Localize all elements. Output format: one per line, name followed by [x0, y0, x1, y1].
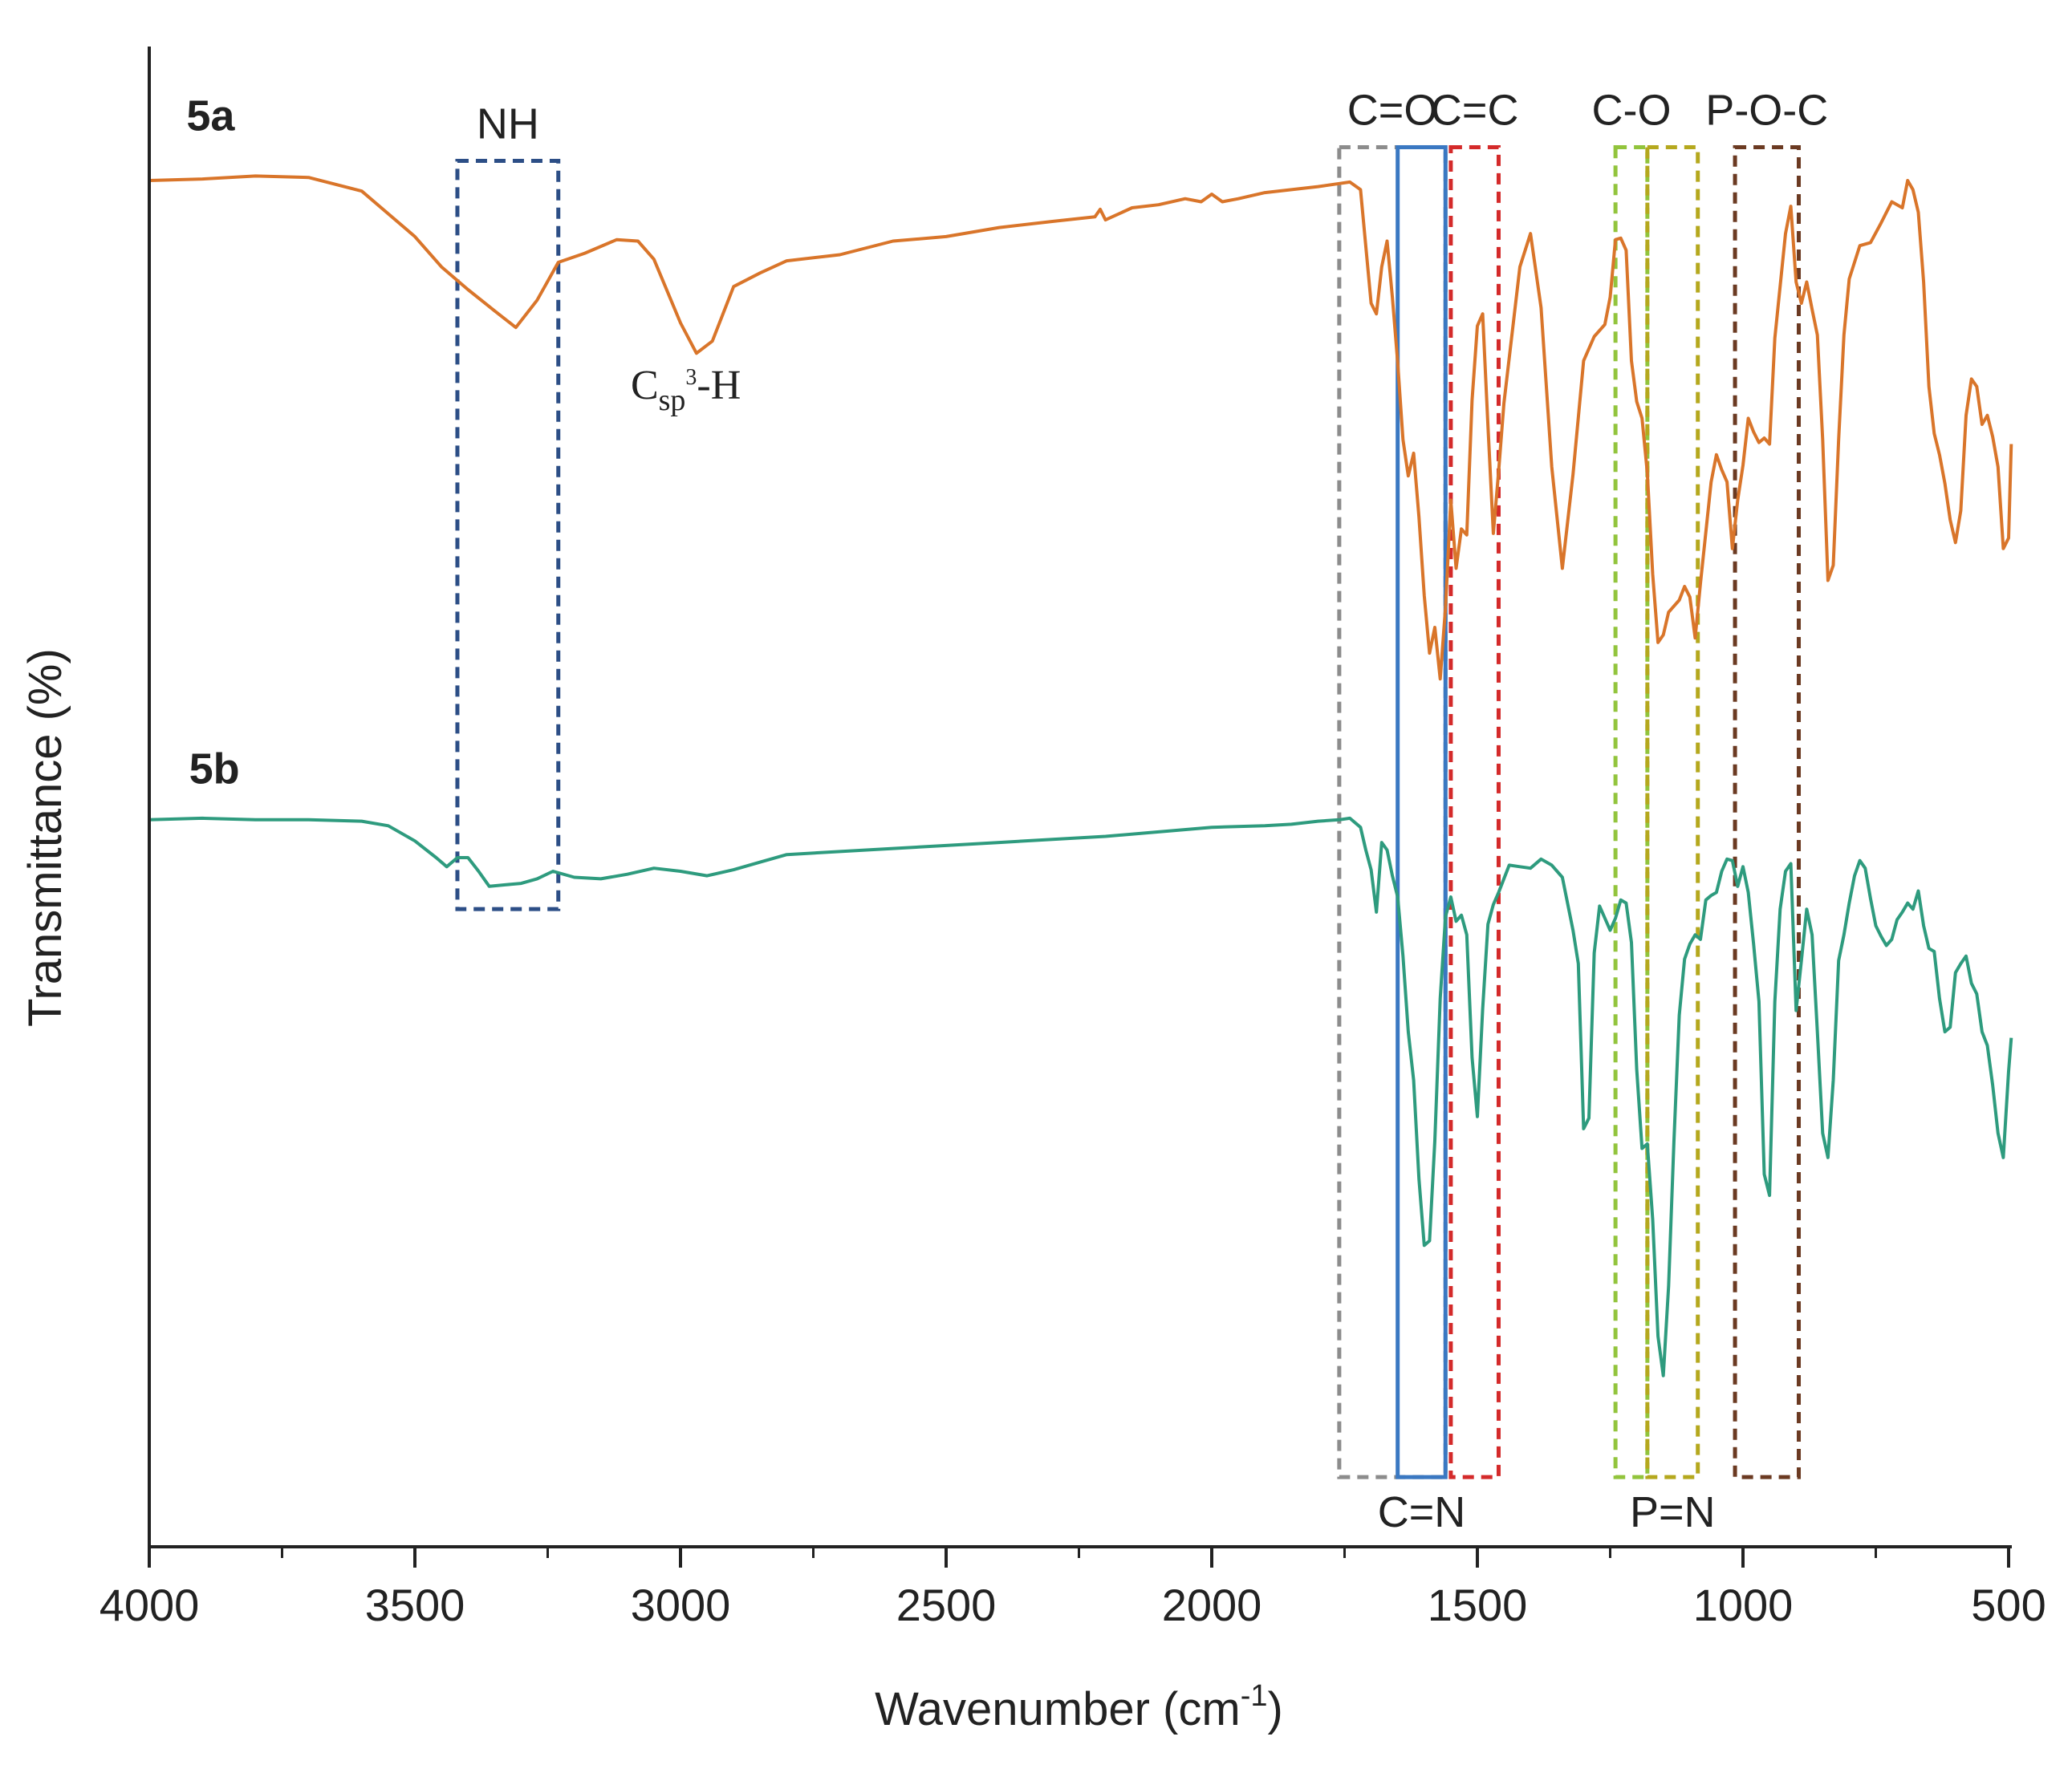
band-label-p-o-c: P-O-C [1705, 86, 1828, 134]
x-tick-label-4000: 4000 [100, 1580, 200, 1630]
x-tick-label-3500: 3500 [365, 1580, 465, 1630]
band-label-p-n: P=N [1630, 1488, 1716, 1536]
x-axis-title: Wavenumber (cm-1) [875, 1679, 1283, 1735]
band-label-c-o: C=O [1347, 86, 1438, 134]
x-tick-label-1500: 1500 [1428, 1580, 1528, 1630]
band-box-p-o-c [1733, 144, 1802, 1479]
y-axis-title: Transmittance (%) [19, 648, 71, 1027]
band-box-c-n [1396, 144, 1448, 1479]
band-box-c-o [1613, 144, 1650, 1479]
series-line-5a [148, 174, 2013, 681]
band-label-c-n: C=N [1378, 1488, 1466, 1536]
band-box-c-o [1337, 144, 1448, 1479]
x-tick-label-2500: 2500 [896, 1580, 997, 1630]
peak-annotation-csp3-h: Csp3-H [631, 363, 741, 417]
band-label-nh: NH [477, 99, 539, 148]
band-box-nh [455, 158, 561, 911]
band-label-c-o: C-O [1591, 86, 1671, 134]
band-boxes [455, 144, 1802, 1479]
series-label-5b: 5b [189, 745, 240, 793]
x-tick-label-2000: 2000 [1162, 1580, 1262, 1630]
spectra [148, 174, 2013, 1378]
series-label-5a: 5a [186, 92, 235, 140]
band-box-c-c [1448, 144, 1501, 1479]
x-ticks: 4000 3500 3000 2500 2000 1500 1000 500 [100, 1547, 2046, 1630]
axes [148, 47, 2012, 1548]
series-line-5b [148, 816, 2013, 1378]
x-tick-label-500: 500 [1971, 1580, 2046, 1630]
band-box-p-n [1645, 144, 1700, 1479]
x-tick-label-3000: 3000 [631, 1580, 731, 1630]
x-tick-label-1000: 1000 [1693, 1580, 1794, 1630]
chart-labels: NH C=O C=N C=C C-O P=N P-O-C 5a 5b Csp3-H [186, 86, 1828, 1536]
band-label-c-c: C=C [1431, 86, 1519, 134]
